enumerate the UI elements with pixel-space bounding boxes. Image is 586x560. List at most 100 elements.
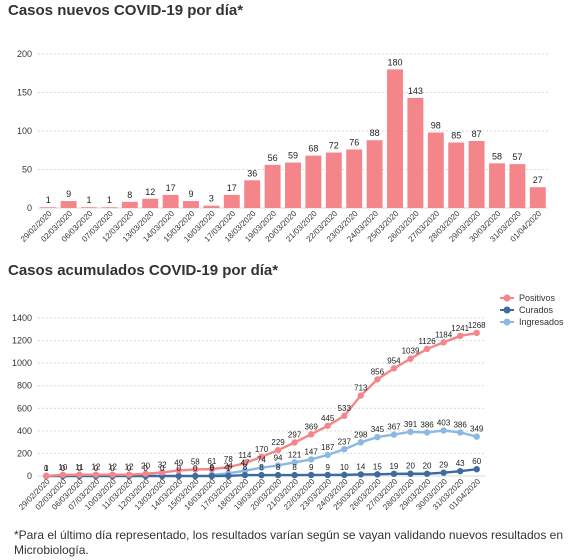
legend-label: Curados (519, 305, 554, 315)
data-point (324, 451, 331, 459)
data-point (225, 472, 232, 480)
data-label: 143 (408, 86, 423, 96)
data-point (241, 467, 249, 474)
data-point (440, 427, 447, 434)
data-label: 47 (240, 459, 249, 468)
data-label: 9 (188, 189, 193, 199)
data-label: 1126 (418, 337, 436, 346)
data-point (109, 471, 116, 478)
legend-marker (503, 294, 511, 302)
legend-label: Positivos (519, 293, 556, 303)
data-label: 954 (387, 356, 401, 365)
data-label: 74 (257, 456, 266, 465)
data-point (307, 456, 315, 463)
data-point (390, 431, 398, 438)
data-label: 391 (404, 420, 418, 429)
footnote: *Para el último día representado, los re… (14, 528, 564, 557)
data-label: 1 (86, 195, 91, 205)
data-point (456, 467, 464, 475)
data-label: 386 (453, 420, 467, 429)
y-tick-label: 200 (17, 49, 32, 59)
data-point (125, 471, 133, 478)
bar (509, 164, 526, 208)
bar (101, 207, 118, 208)
data-label: 1241 (451, 324, 469, 333)
legend-label: Ingresados (519, 317, 564, 327)
data-label: 237 (338, 437, 352, 446)
data-point (390, 470, 398, 478)
data-label: 187 (321, 443, 335, 452)
bar (121, 201, 138, 208)
data-point (192, 472, 199, 480)
data-label: 9 (309, 463, 314, 472)
data-label: 15 (373, 462, 382, 471)
data-label: 12 (125, 463, 134, 472)
data-point (407, 470, 414, 477)
data-label: 20 (141, 462, 150, 471)
data-point (142, 470, 149, 477)
y-tick-label: 100 (17, 126, 32, 136)
data-label: 1 (44, 464, 49, 473)
data-label: 24 (224, 461, 233, 470)
data-label: 856 (371, 367, 385, 376)
data-point (59, 471, 67, 479)
data-label: 9 (210, 463, 215, 472)
data-point (423, 345, 431, 353)
y-tick-label: 200 (17, 448, 32, 458)
data-label: 3 (209, 194, 214, 204)
data-label: 1 (107, 195, 112, 205)
data-point (175, 467, 182, 474)
data-label: 403 (437, 419, 451, 428)
data-label: 9 (325, 463, 330, 472)
data-point (76, 471, 83, 478)
data-label: 121 (288, 450, 302, 459)
data-label: 10 (340, 463, 349, 472)
data-label: 14 (356, 462, 365, 471)
data-label: 43 (456, 459, 465, 468)
bar (325, 152, 342, 208)
chart-title-cumulative: Casos acumulados COVID-19 por día* (8, 262, 279, 279)
data-label: 0 (61, 464, 66, 473)
data-label: 1039 (402, 347, 420, 356)
data-label: 11 (75, 463, 84, 472)
data-label: 180 (387, 57, 402, 67)
bar (305, 155, 322, 208)
data-point (274, 462, 282, 469)
data-label: 0 (143, 464, 148, 473)
bar (40, 207, 57, 208)
data-point (357, 392, 365, 399)
data-label: 32 (158, 460, 167, 469)
legend-item-curados: Curados (500, 305, 554, 315)
data-label: 298 (354, 430, 368, 439)
y-tick-label: 600 (17, 403, 32, 413)
data-label: 72 (329, 141, 339, 151)
data-label: 87 (472, 129, 482, 139)
data-label: 20 (423, 462, 432, 471)
y-tick-label: 1400 (12, 313, 32, 323)
data-label: 386 (420, 420, 434, 429)
data-point (241, 471, 249, 479)
cumulative-cases-line-chart: 020040060080010001200140029/02/202002/03… (12, 293, 564, 512)
bar (407, 97, 424, 208)
bar (223, 194, 240, 208)
data-label: 76 (349, 137, 359, 147)
data-label: 367 (387, 423, 401, 432)
bar (162, 194, 179, 208)
data-label: 349 (470, 425, 484, 434)
data-label: 8 (127, 190, 132, 200)
data-point (407, 428, 414, 436)
data-label: 61 (207, 457, 216, 466)
data-label: 369 (304, 422, 318, 431)
y-tick-label: 50 (22, 165, 32, 175)
data-label: 17 (166, 183, 176, 193)
data-label: 12 (91, 463, 100, 472)
data-label: 1268 (468, 321, 486, 330)
bar (285, 162, 301, 208)
bar (203, 205, 220, 208)
data-label: 0 (127, 464, 132, 473)
data-point (374, 433, 381, 441)
data-point (374, 376, 381, 383)
y-tick-label: 0 (27, 203, 32, 213)
bar (346, 149, 363, 208)
data-point (407, 355, 414, 362)
